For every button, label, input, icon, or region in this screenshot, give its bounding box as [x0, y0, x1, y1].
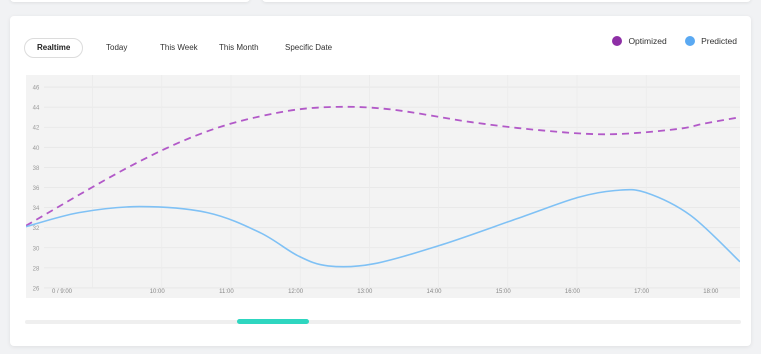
- y-tick-label: 30: [33, 246, 40, 252]
- chart-scrollbar-thumb[interactable]: [237, 319, 309, 324]
- legend-label-predicted: Predicted: [701, 36, 737, 46]
- y-tick-label: 34: [33, 206, 40, 212]
- x-tick-label: 18:00: [703, 289, 719, 295]
- top-card-right: [262, 0, 751, 2]
- y-tick-label: 28: [33, 266, 40, 272]
- x-tick-label: 12:00: [288, 289, 304, 295]
- chart-svg: 26 28 30 32 34 36 38 40 42 44 46 0 / 9:00 10:00 11:00…: [26, 75, 740, 295]
- tab-specific-date[interactable]: Specific Date: [285, 43, 333, 52]
- y-tick-label: 42: [33, 126, 40, 132]
- tab-this-month[interactable]: This Month: [219, 43, 259, 52]
- y-tick-label: 44: [33, 106, 40, 112]
- x-tick-label: 13:00: [357, 289, 373, 295]
- tab-realtime[interactable]: Realtime: [24, 38, 84, 58]
- chart-scrollbar[interactable]: [25, 319, 741, 324]
- y-tick-label: 40: [33, 146, 40, 152]
- x-tick-label: 11:00: [219, 289, 234, 295]
- tab-today[interactable]: Today: [106, 43, 128, 52]
- y-tick-label: 36: [33, 186, 40, 192]
- series-line-optimized: [26, 105, 740, 227]
- series-line-predicted: [26, 188, 740, 268]
- legend-dot-predicted: [685, 36, 696, 46]
- x-tick-label: 10:00: [150, 289, 166, 295]
- x-tick-label: 0 / 9:00: [52, 289, 73, 295]
- top-card-left: [10, 0, 250, 2]
- x-tick-label: 15:00: [496, 289, 512, 295]
- x-tick-label: 17:00: [634, 289, 650, 295]
- y-tick-label: 38: [33, 166, 40, 172]
- line-chart: 26 28 30 32 34 36 38 40 42 44 46 0 / 9:00 10:00 11:00…: [26, 75, 740, 298]
- tab-this-week[interactable]: This Week: [160, 43, 198, 52]
- y-tick-label: 26: [33, 286, 40, 292]
- chart-legend: Optimized Predicted: [596, 36, 737, 50]
- legend-label-optimized: Optimized: [628, 36, 667, 46]
- legend-dot-optimized: [612, 36, 623, 46]
- chart-card: Realtime Today This Week This Month Spec…: [10, 16, 751, 346]
- x-tick-label: 14:00: [426, 289, 442, 295]
- legend-item-optimized[interactable]: Optimized: [612, 36, 667, 46]
- legend-item-predicted[interactable]: Predicted: [685, 36, 737, 46]
- y-tick-label: 32: [33, 226, 40, 232]
- x-tick-label: 16:00: [565, 289, 581, 295]
- y-tick-label: 46: [33, 86, 40, 92]
